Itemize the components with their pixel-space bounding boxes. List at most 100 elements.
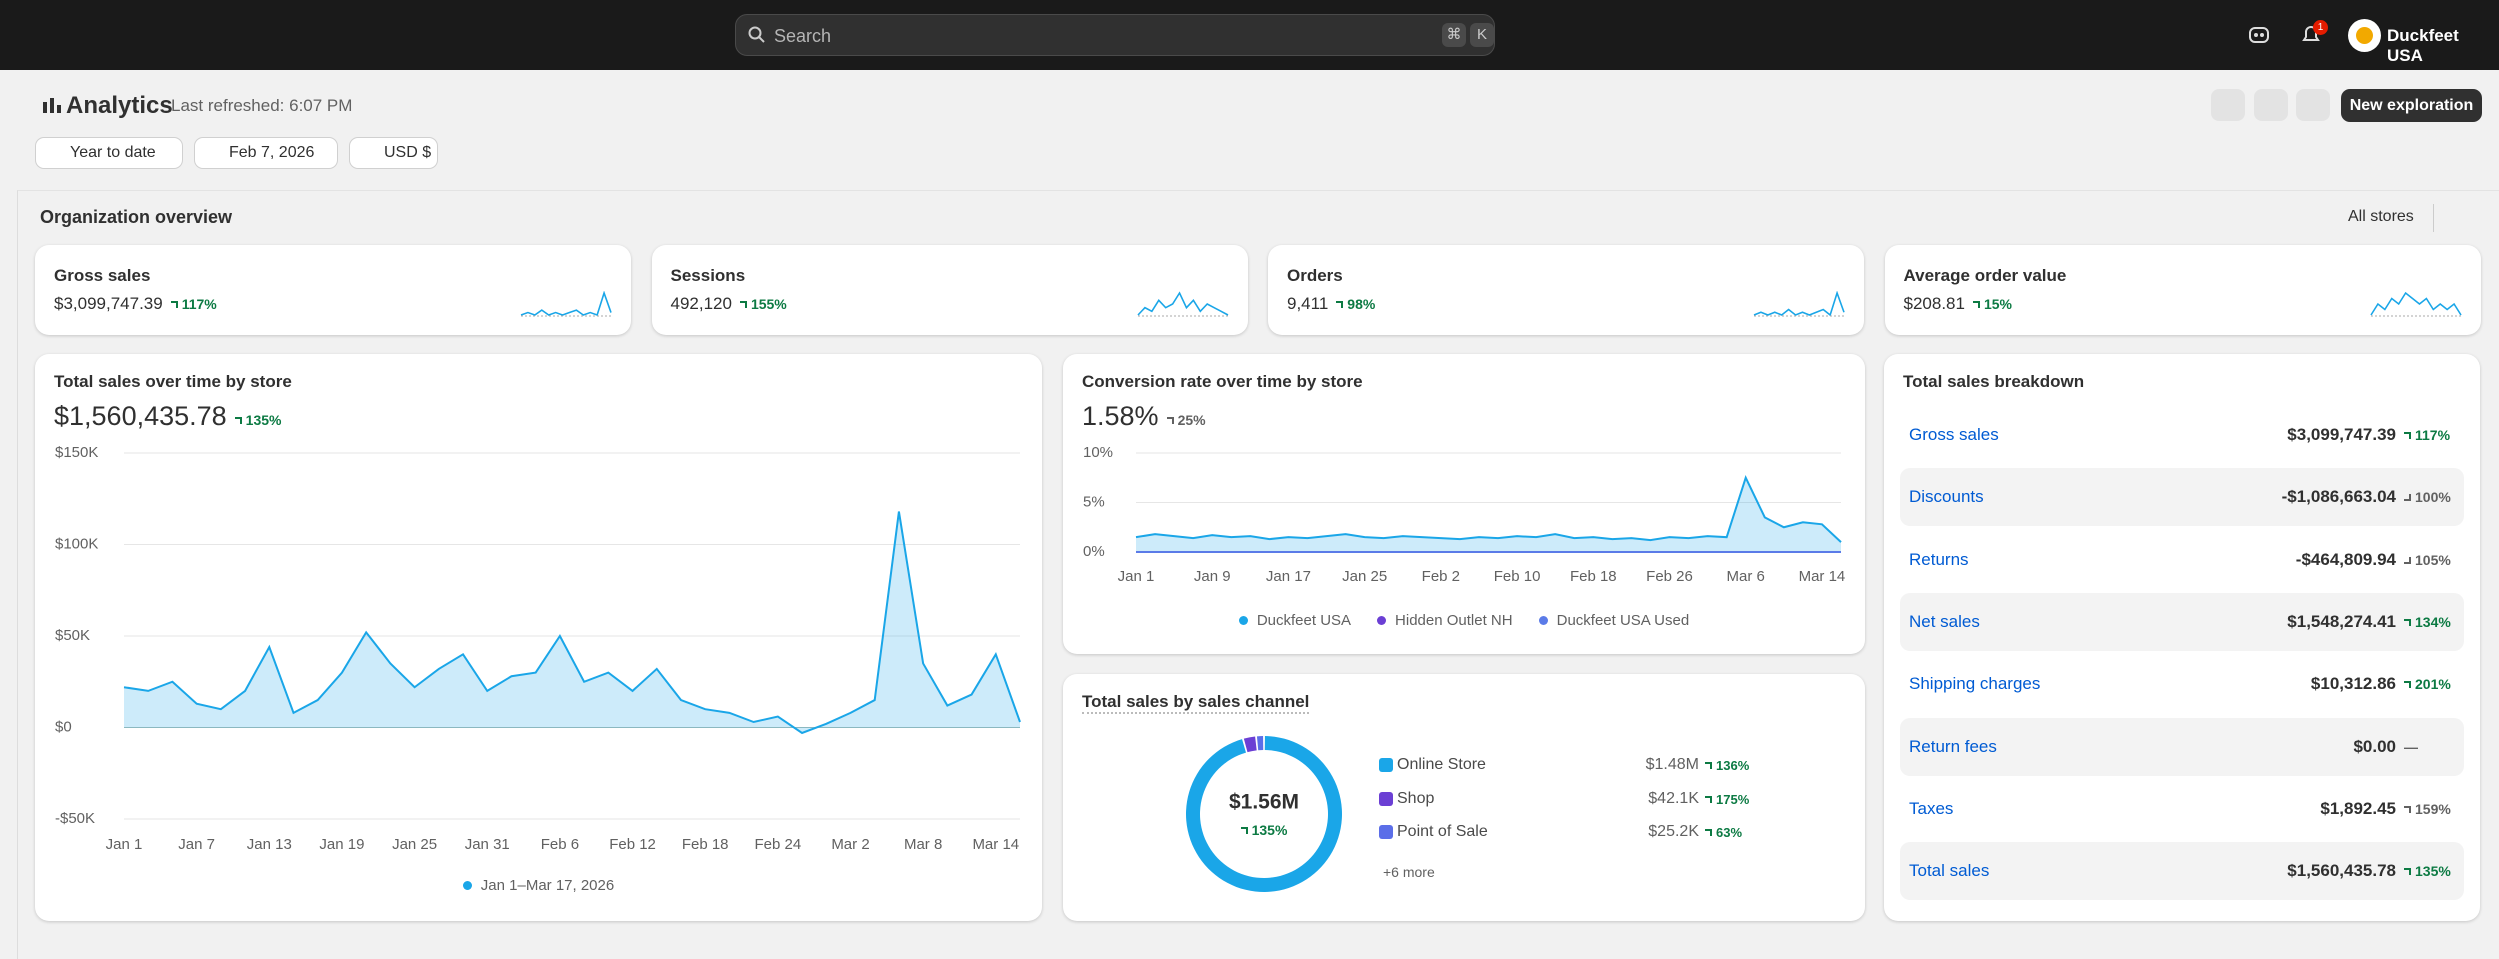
legend-dot <box>462 881 472 890</box>
change-value: 100% <box>2415 489 2451 506</box>
kpi-value-row: 492,120 155% <box>671 294 787 314</box>
change: 117% <box>2404 427 2450 443</box>
change: 155% <box>739 296 787 312</box>
breakdown-label[interactable]: Net sales <box>1909 611 1980 631</box>
breakdown-value: $3,099,747.39 <box>2287 425 2396 444</box>
trend-arrow <box>1972 301 1980 308</box>
breakdown-value: $10,312.86 <box>2310 674 2396 694</box>
top-bar: Search ⌘ K 1 Duckfeet USA <box>0 0 2499 70</box>
breakdown-value: -$464,809.94 <box>2295 549 2396 569</box>
store-name[interactable]: Duckfeet USA <box>2387 26 2459 65</box>
trend-arrow <box>2404 432 2411 439</box>
breakdown-row: Shipping charges $10,312.86 201% <box>1900 655 2464 713</box>
kpi-label: Orders <box>1287 266 1343 285</box>
avatar[interactable] <box>2348 19 2381 52</box>
y-tick-label: 0% <box>1083 543 1105 560</box>
change-value: 135% <box>2415 863 2451 880</box>
trend-arrow <box>1336 301 1344 308</box>
legend: Jan 1–Mar 17, 2026 <box>35 877 1042 894</box>
kpi-value-row: 9,411 98% <box>1287 294 1375 314</box>
x-tick-label: Mar 14 <box>1799 568 1846 585</box>
assistant-icon[interactable] <box>2248 24 2270 46</box>
date-range-filter[interactable]: Year to date <box>35 137 183 169</box>
breakdown-title: Total sales breakdown <box>1903 372 2085 391</box>
donut-center-change: 135% <box>1214 822 1314 840</box>
legend-value: $25.2K <box>1648 823 1699 840</box>
chart-title: Total sales over time by store <box>54 372 292 391</box>
legend-item: Jan 1–Mar 17, 2026 <box>462 877 615 894</box>
donut-center-value: $1.56M <box>1229 791 1299 814</box>
x-tick-label: Mar 2 <box>831 836 869 853</box>
change: 159% <box>2404 801 2451 817</box>
breakdown-label[interactable]: Returns <box>1909 549 1969 569</box>
change-value: 155% <box>750 296 787 312</box>
change-value: 134% <box>2415 613 2451 630</box>
expand-button[interactable] <box>2254 89 2288 121</box>
legend-label: Shop <box>1397 789 1435 807</box>
refresh-button[interactable] <box>2211 89 2245 121</box>
change: 15% <box>1972 296 2012 312</box>
legend-change: 136% <box>1699 757 1749 775</box>
edit-button[interactable] <box>2296 89 2330 121</box>
change-value: 136% <box>1716 758 1750 773</box>
comparison-filter[interactable]: Feb 7, 2026 <box>194 137 338 169</box>
legend-label: Duckfeet USA Used <box>1556 612 1690 629</box>
search-placeholder: Search <box>774 26 832 46</box>
legend-label: Point of Sale <box>1397 823 1488 840</box>
change: 25% <box>1166 412 1206 428</box>
breakdown-label[interactable]: Gross sales <box>1909 425 1999 444</box>
legend-dot <box>1238 616 1248 625</box>
breakdown-label[interactable]: Taxes <box>1909 798 1954 818</box>
breakdown-row: Return fees $0.00 — <box>1900 717 2464 776</box>
x-tick-label: Jan 19 <box>319 836 364 853</box>
change: 136% <box>1705 758 1749 773</box>
breakdown-label[interactable]: Discounts <box>1909 487 1984 507</box>
sparkline-line <box>1136 291 1228 316</box>
kpi-value: 492,120 <box>670 294 732 313</box>
last-refreshed: Last refreshed: 6:07 PM <box>171 96 353 115</box>
y-tick-label: $100K <box>55 535 98 552</box>
y-tick-label: $50K <box>55 627 90 644</box>
breakdown-label[interactable]: Total sales <box>1909 861 1990 881</box>
x-tick-label: Feb 10 <box>1494 568 1541 585</box>
more-link[interactable]: +6 more <box>1383 864 1435 880</box>
kpi-value-row: $208.81 15% <box>1904 294 2012 314</box>
breakdown-row: Gross sales $3,099,747.39 117% <box>1900 406 2464 464</box>
x-tick-label: Jan 25 <box>392 836 437 853</box>
breakdown-card: Total sales breakdown Gross sales $3,099,7… <box>1884 354 2480 921</box>
x-tick-label: Jan 31 <box>465 836 510 853</box>
y-tick-label: $150K <box>55 444 98 461</box>
legend-label: Duckfeet USA <box>1256 612 1352 629</box>
trend-arrow <box>1705 795 1712 803</box>
x-tick-label: Feb 2 <box>1422 568 1460 585</box>
change: 98% <box>1336 296 1375 312</box>
donut-slice <box>1186 736 1342 892</box>
breakdown-label[interactable]: Shipping charges <box>1909 674 2041 694</box>
search-box[interactable]: Search ⌘ K <box>735 14 1495 56</box>
search-icon <box>748 26 765 43</box>
notification-badge: 1 <box>2313 20 2328 35</box>
kpi-label: Gross sales <box>54 266 151 285</box>
change: 100% <box>2404 489 2451 505</box>
donut-slice <box>1256 736 1264 751</box>
analytics-icon <box>43 98 61 113</box>
chart-title: Total sales by sales channel <box>1082 692 1310 714</box>
breakdown-value: $1,548,274.41 <box>2287 611 2396 631</box>
currency-filter[interactable]: USD $ <box>349 137 438 169</box>
sparkline <box>520 291 612 317</box>
area <box>124 511 1020 733</box>
kpi-value: 9,411 <box>1287 294 1329 313</box>
trend-arrow <box>1705 829 1712 836</box>
change-value: 201% <box>2415 676 2451 693</box>
x-tick-label: Jan 7 <box>178 836 215 853</box>
store-scope[interactable]: All stores <box>2348 208 2414 225</box>
breakdown-value: $1,560,435.78 <box>2287 861 2396 881</box>
change: 105% <box>2404 552 2451 568</box>
legend-label: Hidden Outlet NH <box>1395 612 1513 629</box>
chart-total: $1,560,435.78 <box>54 401 227 431</box>
legend-label: Jan 1–Mar 17, 2026 <box>480 877 615 894</box>
breakdown-label[interactable]: Return fees <box>1909 736 1997 756</box>
sparkline-line <box>2369 291 2462 316</box>
kpi-value-row: $3,099,747.39 117% <box>54 294 217 314</box>
new-exploration-button[interactable]: New exploration <box>2341 89 2482 122</box>
